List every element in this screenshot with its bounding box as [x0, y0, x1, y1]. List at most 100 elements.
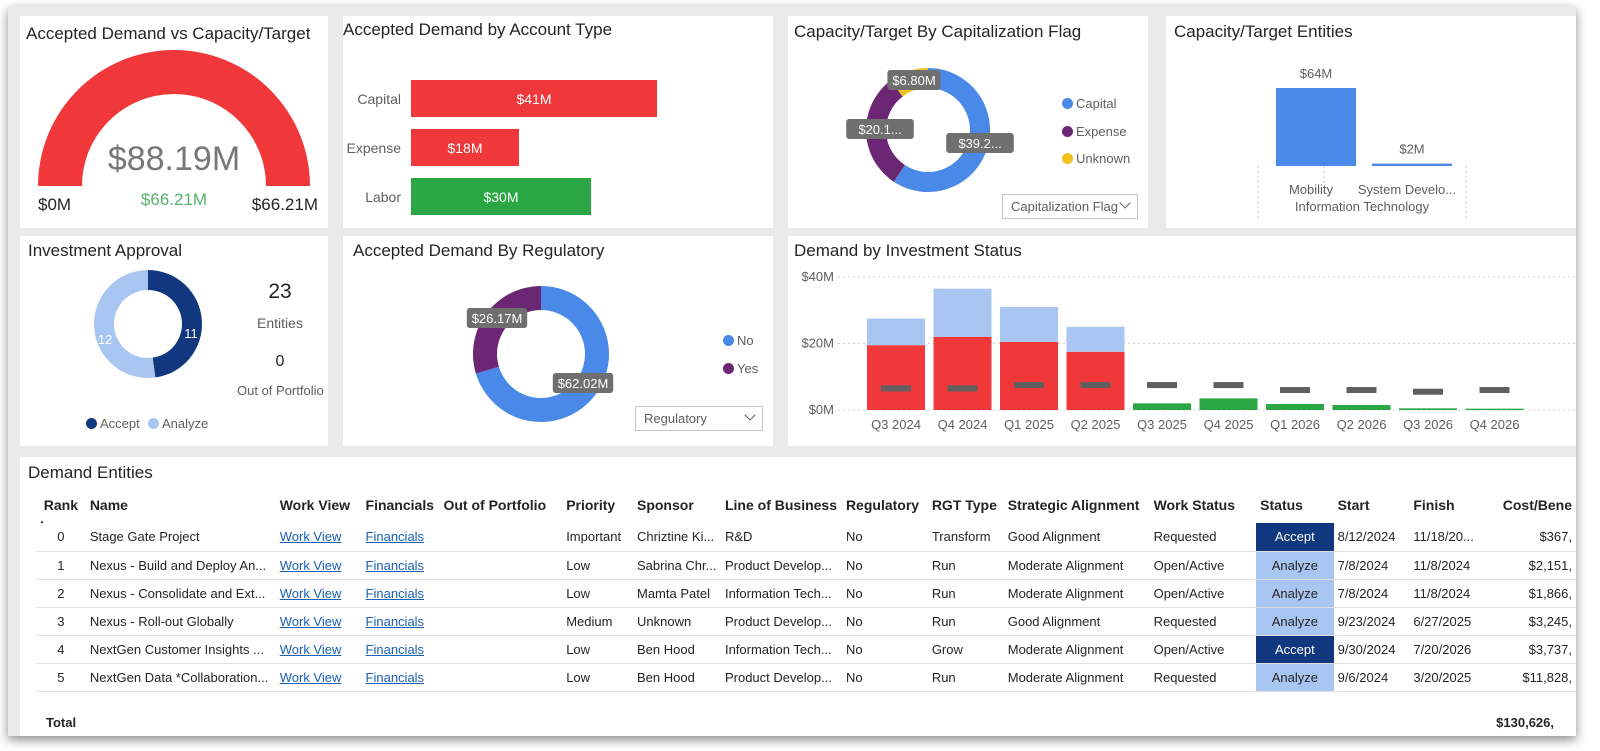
- cell-name: Nexus - Roll-out Globally: [85, 607, 276, 636]
- column-header[interactable]: Finish: [1413, 497, 1455, 513]
- cell-sponsor: Ben Hood: [632, 663, 721, 692]
- table-row[interactable]: 3 Nexus - Roll-out Globally Work View Finan…: [36, 607, 1576, 636]
- inv-status-tile[interactable]: Demand by Investment Status $0M $20M $40M Q…: [788, 236, 1576, 446]
- financials-link[interactable]: Financials: [365, 641, 425, 657]
- cap-flag-dropdown[interactable]: Capitalization Flag: [1002, 194, 1138, 219]
- cell-priority: Low: [562, 663, 633, 692]
- column-header[interactable]: Regulatory: [845, 497, 920, 513]
- cell-fin: Financials: [361, 607, 440, 636]
- cell-reg: No: [841, 551, 928, 580]
- inv-xtick: Q4 2026: [1470, 417, 1520, 432]
- table-row[interactable]: 2 Nexus - Consolidate and Ext... Work View…: [36, 579, 1576, 608]
- cell-start: 8/12/2024: [1333, 523, 1410, 552]
- table-row[interactable]: 5 NextGen Data *Collaboration... Work View…: [36, 663, 1576, 692]
- cap-slice-capital: [893, 68, 990, 192]
- financials-link[interactable]: Financials: [365, 613, 425, 629]
- approval-legend-analyze[interactable]: Analyze: [148, 416, 208, 431]
- approval-legend-accept[interactable]: Accept: [86, 416, 140, 431]
- table-header-row: Rank ▲ Name Work View Financials Out of Portf…: [36, 487, 1576, 523]
- unknown-dot: [1062, 153, 1073, 164]
- cap-legend-capital[interactable]: Capital: [1062, 96, 1116, 111]
- column-header[interactable]: Sponsor: [636, 497, 694, 513]
- cell-align: Moderate Alignment: [1003, 551, 1150, 580]
- cap-flag-tile[interactable]: Capacity/Target By Capitalization Flag $…: [788, 16, 1148, 228]
- financials-link[interactable]: Financials: [365, 669, 425, 685]
- financials-link[interactable]: Financials: [365, 557, 425, 573]
- gauge-arc: [38, 50, 310, 186]
- cell-lob: Information Tech...: [720, 635, 842, 664]
- column-header[interactable]: Start: [1337, 497, 1370, 513]
- regulatory-tile[interactable]: Accepted Demand By Regulatory $62.02M $26…: [343, 236, 773, 446]
- column-header[interactable]: Name: [89, 497, 128, 513]
- column-header[interactable]: Out of Portfolio: [443, 497, 547, 513]
- work-view-link[interactable]: Work View: [279, 613, 342, 629]
- inv-target-marker: [1080, 382, 1111, 389]
- gauge-min: $0M: [38, 195, 72, 214]
- account-type-bar-label: $30M: [483, 189, 518, 205]
- cell-align: Moderate Alignment: [1003, 663, 1150, 692]
- column-header[interactable]: Work Status: [1153, 497, 1236, 513]
- entities-bar-chart: $64M Mobility $2M System Develo... Informati…: [1257, 66, 1467, 221]
- approval-tile[interactable]: Investment Approval 11 12 23 Entities 0 O…: [20, 236, 328, 446]
- cell-rgt: Run: [927, 579, 1004, 608]
- cell-reg: No: [841, 523, 928, 552]
- reg-label-yes-bg: [466, 308, 528, 328]
- cap-legend-expense[interactable]: Expense: [1062, 124, 1127, 139]
- column-header[interactable]: Work View: [279, 497, 351, 513]
- cell-oop: [439, 635, 563, 664]
- work-view-link[interactable]: Work View: [279, 557, 342, 573]
- work-view-link[interactable]: Work View: [279, 585, 342, 601]
- cell-oop: [439, 663, 563, 692]
- table-row[interactable]: 0 Stage Gate Project Work View Financials Im…: [36, 523, 1576, 552]
- cap-label-capital-bg: [946, 133, 1014, 153]
- reg-legend-no[interactable]: No: [723, 333, 754, 348]
- cell-fin: Financials: [361, 523, 440, 552]
- column-header[interactable]: Cost/Bene: [1502, 497, 1572, 513]
- column-header[interactable]: Status: [1260, 497, 1303, 513]
- financials-link[interactable]: Financials: [365, 585, 425, 601]
- gauge-value: $88.19M: [107, 140, 241, 178]
- demand-entities-tile[interactable]: Demand Entities Rank ▲ Name Work View Financ…: [20, 457, 1576, 736]
- work-view-link[interactable]: Work View: [279, 529, 342, 545]
- approval-label-accept: 11: [184, 326, 198, 341]
- yes-dot: [723, 363, 734, 374]
- cell-align: Good Alignment: [1003, 523, 1150, 552]
- gauge-target: $66.21M: [140, 190, 208, 209]
- entities-chart-tile[interactable]: Capacity/Target Entities $64M Mobility $2M…: [1166, 16, 1576, 228]
- sort-ascending-icon[interactable]: ▲: [38, 518, 46, 523]
- column-header[interactable]: Financials: [365, 497, 434, 513]
- column-header[interactable]: Priority: [566, 497, 616, 513]
- column-header[interactable]: RGT Type: [931, 497, 997, 513]
- table-row[interactable]: 4 NextGen Customer Insights ... Work View F…: [36, 635, 1576, 664]
- cell-reg: No: [841, 607, 928, 636]
- column-header[interactable]: Strategic Alignment: [1007, 497, 1140, 513]
- regulatory-dropdown[interactable]: Regulatory: [635, 406, 763, 431]
- gauge-title: Accepted Demand vs Capacity/Target: [26, 24, 311, 43]
- reg-legend-yes-label: Yes: [737, 361, 759, 376]
- column-header[interactable]: Line of Business: [724, 497, 837, 513]
- gauge-tile[interactable]: Accepted Demand vs Capacity/Target $88.1…: [20, 16, 328, 228]
- regulatory-title: Accepted Demand By Regulatory: [353, 241, 605, 260]
- cell-rgt: Run: [927, 551, 1004, 580]
- work-view-link[interactable]: Work View: [279, 669, 342, 685]
- account-type-tile[interactable]: Accepted Demand by Account Type Capital $…: [343, 16, 773, 228]
- inv-bar-segment: [1332, 405, 1391, 410]
- cap-legend-unknown[interactable]: Unknown: [1062, 151, 1130, 166]
- cell-wstatus: Open/Active: [1149, 579, 1257, 608]
- column-header[interactable]: Rank ▲: [36, 487, 86, 523]
- cell-priority: Medium: [562, 607, 633, 636]
- entities-chart-title: Capacity/Target Entities: [1174, 22, 1353, 41]
- reg-legend-yes[interactable]: Yes: [723, 361, 758, 376]
- approval-legend-analyze-label: Analyze: [162, 416, 209, 431]
- entities-category: System Develo...: [1358, 182, 1456, 197]
- cap-label-unknown: $6.80M: [892, 73, 935, 88]
- cell-sponsor: Ben Hood: [632, 635, 721, 664]
- account-type-bar-label: $18M: [447, 140, 482, 156]
- financials-link[interactable]: Financials: [365, 529, 425, 545]
- cell-rgt: Transform: [927, 523, 1004, 552]
- cell-work: Work View: [275, 607, 362, 636]
- inv-target-marker: [1413, 388, 1443, 395]
- work-view-link[interactable]: Work View: [279, 641, 342, 657]
- table-row[interactable]: 1 Nexus - Build and Deploy An... Work View…: [36, 551, 1576, 580]
- cell-reg: No: [841, 663, 928, 692]
